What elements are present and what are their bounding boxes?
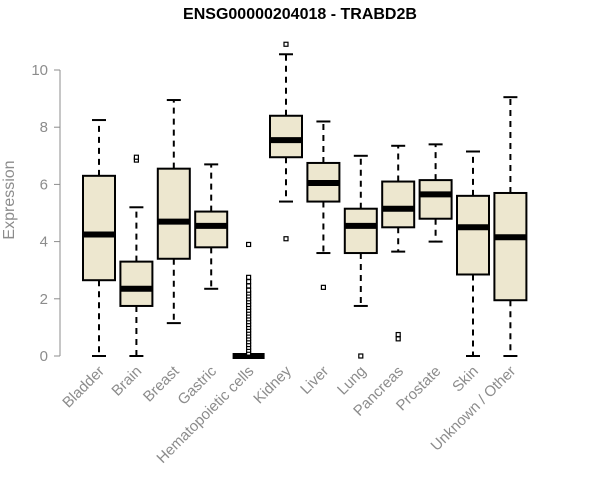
- iqr-box: [343, 207, 378, 255]
- x-category-label: Skin: [449, 363, 482, 396]
- y-tick-label: 0: [40, 348, 48, 365]
- box-unknown-other: [493, 96, 528, 357]
- outlier-point: [246, 287, 252, 293]
- outlier-point: [395, 336, 401, 342]
- chart-title: ENSG00000204018 - TRABD2B: [183, 6, 417, 23]
- y-tick-label: 8: [40, 119, 48, 136]
- outlier-point: [395, 331, 401, 338]
- box-hematopoietic-cells: [232, 241, 265, 359]
- iqr-box: [269, 114, 303, 159]
- iqr-box: [456, 194, 490, 276]
- iqr-box: [381, 180, 416, 229]
- iqr-box: [156, 167, 191, 260]
- outlier-point: [246, 274, 252, 280]
- iqr-box: [418, 179, 453, 220]
- outlier-point: [283, 236, 289, 242]
- box-bladder: [82, 119, 116, 357]
- iqr-box: [194, 210, 229, 249]
- iqr-box: [493, 191, 528, 302]
- box-liver: [306, 120, 341, 290]
- box-pancreas: [381, 144, 416, 342]
- x-category-label: Kidney: [250, 362, 295, 407]
- y-tick-label: 6: [40, 176, 48, 193]
- outlier-point: [358, 353, 364, 359]
- x-category-label: Liver: [297, 363, 332, 398]
- iqr-box: [82, 174, 116, 282]
- box-skin: [456, 150, 490, 357]
- outlier-point: [133, 154, 139, 160]
- box-breast: [156, 99, 191, 325]
- outlier-point: [246, 279, 252, 285]
- outlier-point: [246, 241, 252, 248]
- y-axis-title: Expression: [1, 160, 18, 239]
- box-lung: [343, 154, 378, 359]
- y-tick-label: 2: [40, 291, 48, 308]
- y-tick-label: 4: [40, 234, 48, 251]
- outlier-point: [320, 284, 326, 290]
- box-brain: [119, 154, 154, 357]
- box-gastric: [194, 163, 229, 290]
- iqr-box: [119, 260, 154, 307]
- outlier-point: [246, 283, 252, 289]
- x-category-label: Bladder: [59, 363, 108, 412]
- box-prostate: [418, 143, 453, 243]
- y-tick-label: 10: [31, 62, 48, 79]
- box-kidney: [269, 41, 303, 242]
- outlier-point: [283, 41, 289, 47]
